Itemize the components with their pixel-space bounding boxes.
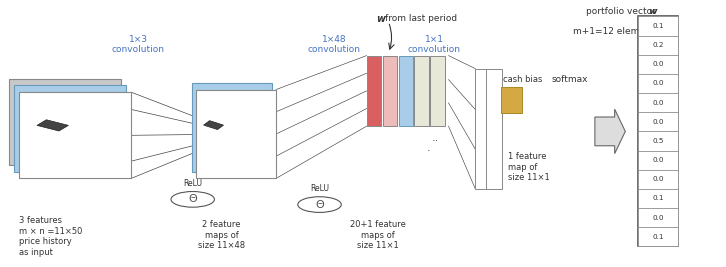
Text: ReLU: ReLU xyxy=(183,179,203,188)
Text: 1 feature
map of
size 11×1: 1 feature map of size 11×1 xyxy=(508,152,550,182)
Text: 0.1: 0.1 xyxy=(653,234,664,240)
Text: 0.5: 0.5 xyxy=(653,138,664,144)
Bar xyxy=(638,112,678,131)
Bar xyxy=(367,56,381,126)
Polygon shape xyxy=(595,109,625,154)
Bar xyxy=(638,151,678,170)
Bar xyxy=(486,69,502,189)
Text: 0.2: 0.2 xyxy=(653,42,664,48)
Bar xyxy=(638,189,678,208)
Bar xyxy=(638,93,678,112)
Bar xyxy=(638,227,678,246)
Bar xyxy=(9,78,121,165)
Text: cash bias: cash bias xyxy=(502,74,542,84)
Bar xyxy=(383,56,397,126)
Text: 0.0: 0.0 xyxy=(653,80,664,87)
Text: 1×3
convolution: 1×3 convolution xyxy=(112,35,165,54)
Text: portfolio vector: portfolio vector xyxy=(586,7,658,16)
Text: 0.0: 0.0 xyxy=(653,61,664,67)
Text: Θ: Θ xyxy=(315,199,324,210)
Circle shape xyxy=(298,197,341,213)
Bar xyxy=(638,16,678,246)
Text: Θ: Θ xyxy=(188,194,197,204)
Text: 0.0: 0.0 xyxy=(653,157,664,163)
Text: ReLU: ReLU xyxy=(310,184,329,193)
Bar xyxy=(415,56,429,126)
Bar xyxy=(19,92,131,178)
Text: 0.0: 0.0 xyxy=(653,215,664,221)
Text: .: . xyxy=(426,143,430,153)
Bar xyxy=(399,56,413,126)
Bar xyxy=(196,89,276,178)
Text: 1×48
convolution: 1×48 convolution xyxy=(308,35,361,54)
Text: 0.1: 0.1 xyxy=(653,23,664,29)
Text: from last period: from last period xyxy=(386,14,457,23)
Bar xyxy=(638,16,678,36)
Bar xyxy=(192,83,272,172)
Text: m+1=12 elements: m+1=12 elements xyxy=(573,27,658,36)
Text: 3 features
m × n =11×50
price history
as input: 3 features m × n =11×50 price history as… xyxy=(19,216,82,257)
Text: ..: .. xyxy=(432,133,439,143)
Text: 0.0: 0.0 xyxy=(653,176,664,182)
Bar xyxy=(638,36,678,55)
Polygon shape xyxy=(203,121,224,129)
Bar xyxy=(638,55,678,74)
Polygon shape xyxy=(37,120,68,131)
Bar xyxy=(638,208,678,227)
Text: 2 feature
maps of
size 11×48: 2 feature maps of size 11×48 xyxy=(198,220,245,250)
Text: w: w xyxy=(376,14,385,24)
Bar xyxy=(638,131,678,151)
Text: softmax: softmax xyxy=(551,74,588,84)
Bar xyxy=(14,85,126,172)
Bar xyxy=(638,74,678,93)
Bar xyxy=(501,87,523,113)
Bar xyxy=(431,56,445,126)
Bar xyxy=(638,170,678,189)
Text: 0.0: 0.0 xyxy=(653,119,664,125)
Text: 1×1
convolution: 1×1 convolution xyxy=(407,35,460,54)
Text: 0.1: 0.1 xyxy=(653,195,664,202)
Bar xyxy=(476,69,492,189)
Circle shape xyxy=(171,191,214,207)
Text: 20+1 feature
maps of
size 11×1: 20+1 feature maps of size 11×1 xyxy=(349,220,405,250)
Text: 0.0: 0.0 xyxy=(653,100,664,106)
Text: w: w xyxy=(593,7,658,16)
